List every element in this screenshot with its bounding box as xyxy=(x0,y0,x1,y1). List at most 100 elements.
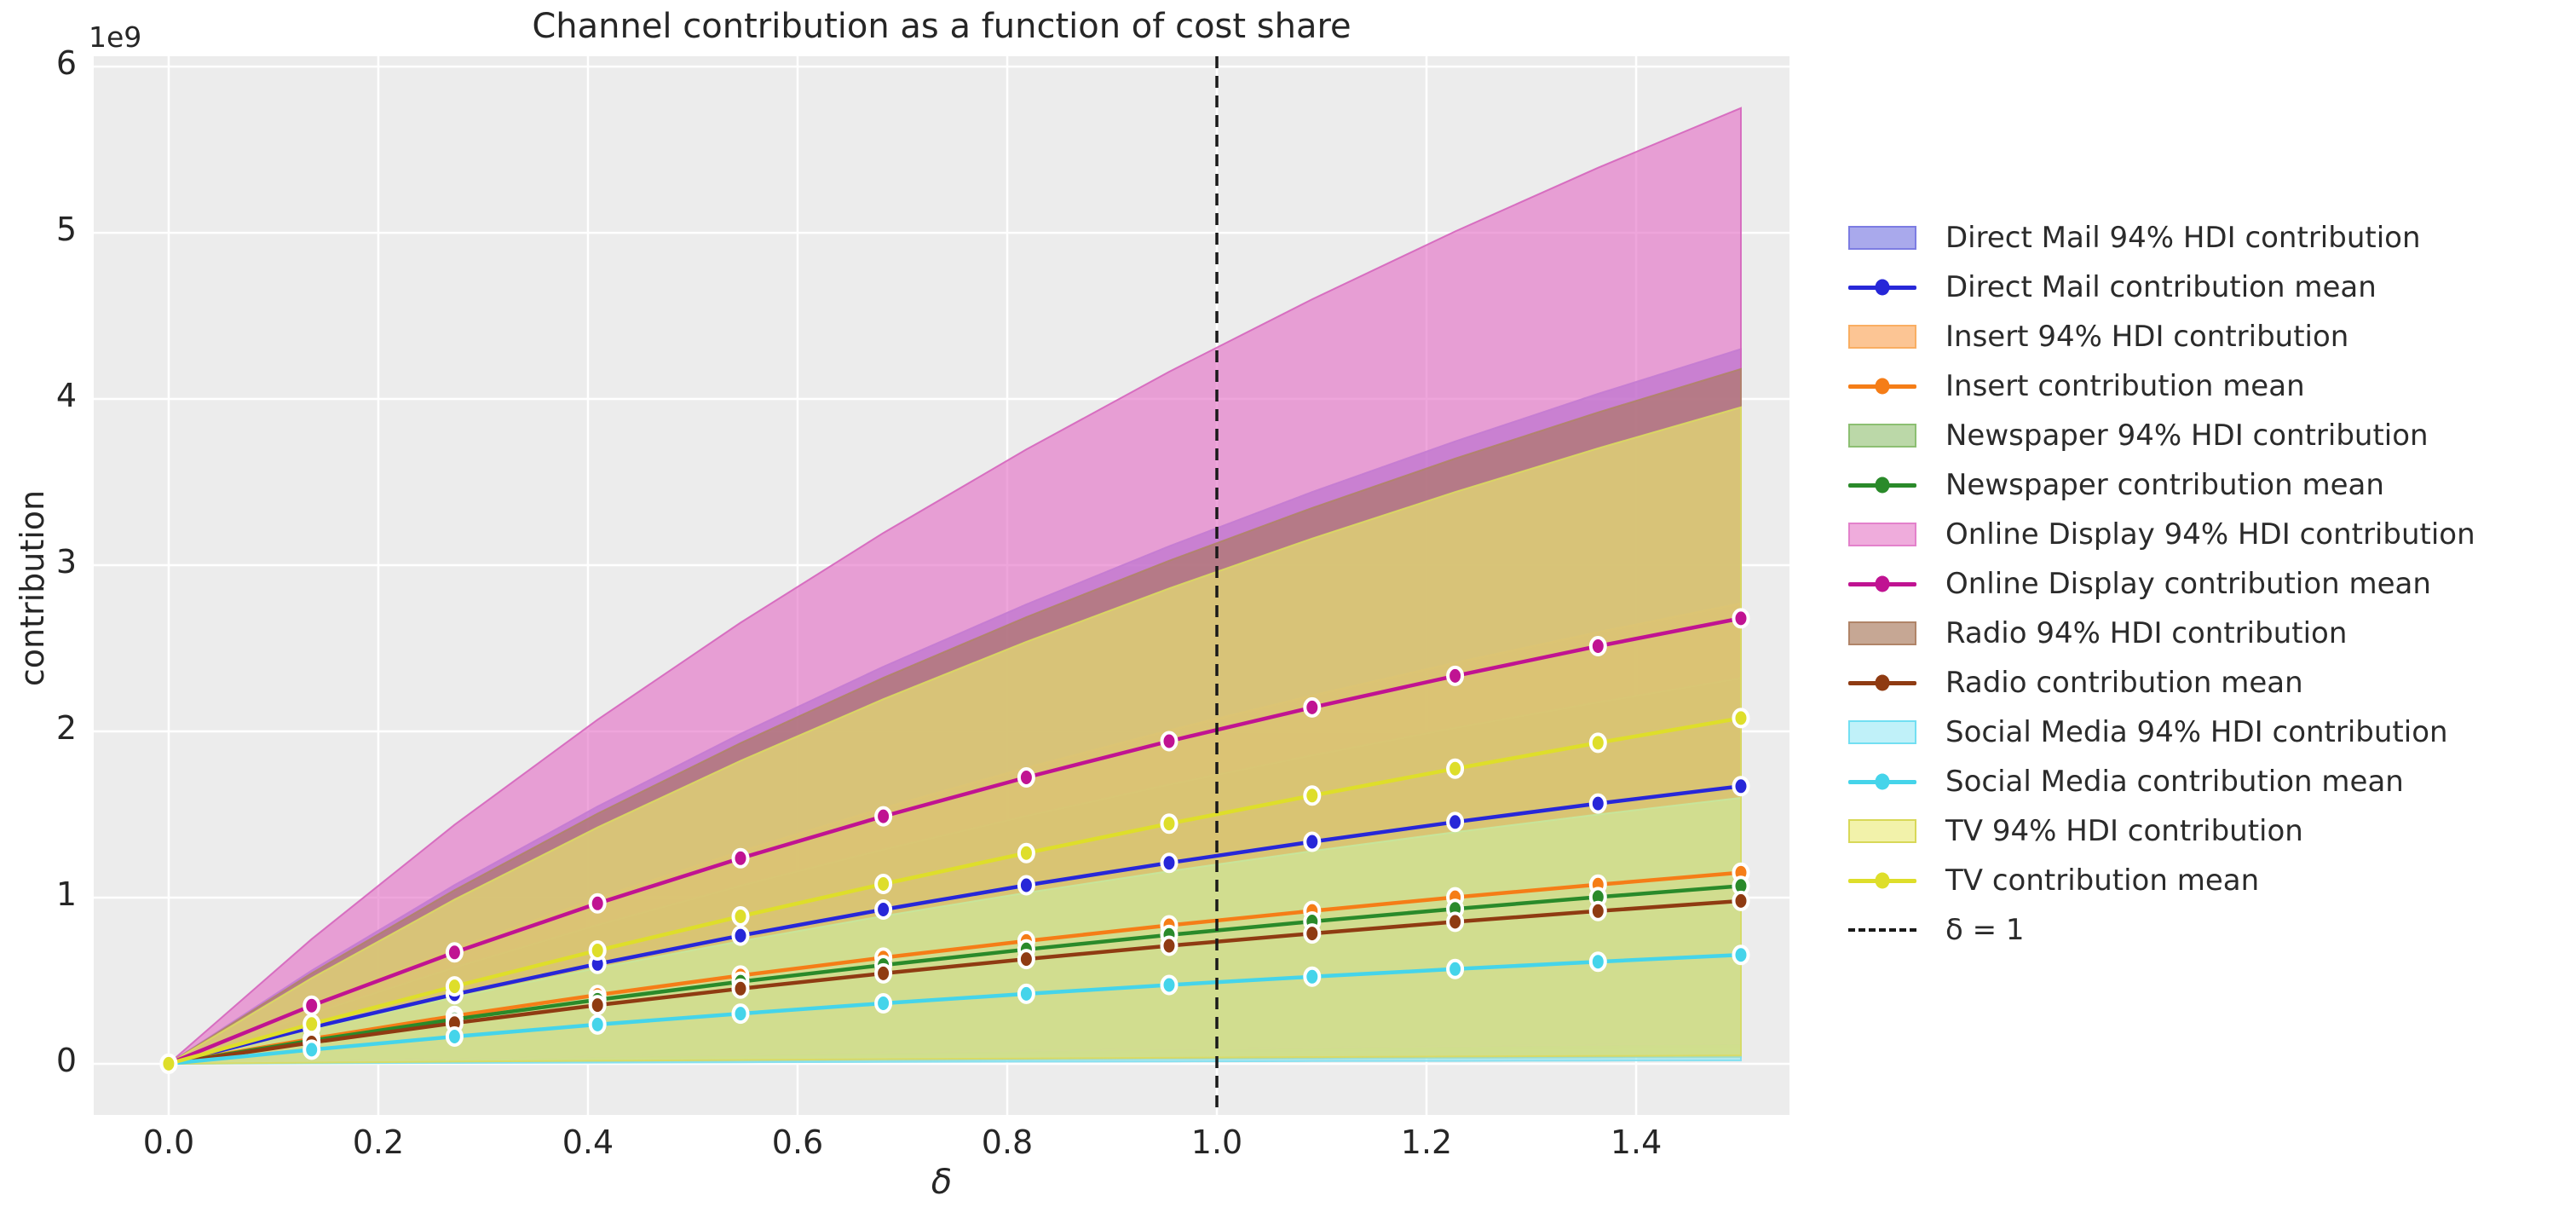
data-point-marker-direct-mail xyxy=(1160,852,1179,874)
x-tick-label: 0.2 xyxy=(352,1123,405,1161)
data-point-marker-online-display xyxy=(1732,608,1750,629)
legend-swatch-line xyxy=(1848,477,1916,494)
legend-item: Online Display 94% HDI contribution xyxy=(1848,510,2475,559)
y-tick-label: 1 xyxy=(55,875,77,913)
legend-item: TV 94% HDI contribution xyxy=(1848,806,2475,856)
legend-swatch-line xyxy=(1848,378,1916,395)
data-point-marker-direct-mail xyxy=(1017,875,1035,896)
data-point-marker-direct-mail xyxy=(1588,793,1607,814)
data-point-marker-online-display xyxy=(1017,767,1035,788)
legend-swatch-patch xyxy=(1848,819,1916,843)
data-point-marker-online-display xyxy=(731,847,750,869)
data-point-marker-social-media xyxy=(1303,966,1322,987)
data-point-marker-online-display xyxy=(1303,696,1322,718)
data-point-marker-radio xyxy=(731,978,750,999)
data-point-marker-social-media xyxy=(445,1026,464,1047)
y-axis-title: contribution xyxy=(14,489,51,687)
legend-label: δ = 1 xyxy=(1945,913,2025,947)
legend-item: Insert contribution mean xyxy=(1848,361,2475,411)
legend-swatch-line xyxy=(1848,872,1916,889)
legend-item: Direct Mail 94% HDI contribution xyxy=(1848,213,2475,263)
data-point-marker-tv xyxy=(1446,758,1465,779)
y-tick-label: 5 xyxy=(55,211,77,249)
data-point-marker-online-display xyxy=(874,806,893,827)
x-tick-label: 0.0 xyxy=(142,1123,195,1161)
legend-swatch-line xyxy=(1848,279,1916,296)
data-point-marker-online-display xyxy=(1160,731,1179,752)
legend-marker-dot xyxy=(1875,872,1890,889)
x-tick-label: 0.8 xyxy=(981,1123,1034,1161)
y-tick-label: 6 xyxy=(55,44,77,83)
legend-item: Direct Mail contribution mean xyxy=(1848,263,2475,312)
legend: Direct Mail 94% HDI contribution Direct M… xyxy=(1848,213,2475,955)
data-point-marker-tv xyxy=(1160,813,1179,835)
mean-line-social-media xyxy=(168,952,1742,1066)
x-tick-label: 1.4 xyxy=(1610,1123,1663,1161)
mean-line-radio xyxy=(168,898,1742,1066)
x-tick-label: 0.6 xyxy=(771,1123,824,1161)
data-point-marker-radio xyxy=(1446,911,1465,933)
legend-label: Direct Mail contribution mean xyxy=(1945,270,2377,304)
data-point-marker-tv xyxy=(731,906,750,927)
legend-item: Radio contribution mean xyxy=(1848,658,2475,708)
data-point-marker-social-media xyxy=(731,1003,750,1025)
legend-swatch-patch xyxy=(1848,523,1916,546)
legend-swatch-patch xyxy=(1848,621,1916,645)
data-point-marker-direct-mail xyxy=(731,925,750,946)
y-tick-label: 3 xyxy=(55,543,77,581)
legend-item: δ = 1 xyxy=(1848,905,2475,955)
legend-label: TV 94% HDI contribution xyxy=(1945,814,2303,848)
x-axis-title: δ xyxy=(931,1163,953,1202)
legend-item: TV contribution mean xyxy=(1848,856,2475,905)
mean-line-online-display xyxy=(168,616,1742,1066)
legend-swatch-line xyxy=(1848,773,1916,790)
legend-label: Online Display contribution mean xyxy=(1945,567,2431,601)
data-point-marker-social-media xyxy=(1017,983,1035,1004)
legend-label: Insert 94% HDI contribution xyxy=(1945,320,2349,354)
legend-item: Newspaper contribution mean xyxy=(1848,460,2475,510)
x-tick-label: 0.4 xyxy=(562,1123,614,1161)
data-point-marker-tv xyxy=(874,874,893,894)
data-point-marker-social-media xyxy=(303,1039,321,1060)
legend-swatch-line xyxy=(1848,575,1916,592)
mean-line-tv xyxy=(168,716,1742,1066)
legend-label: Newspaper 94% HDI contribution xyxy=(1945,419,2429,453)
data-point-marker-radio xyxy=(1588,900,1607,921)
data-point-marker-direct-mail xyxy=(1303,831,1322,852)
legend-label: Insert contribution mean xyxy=(1945,369,2305,403)
legend-marker-dot xyxy=(1875,477,1890,494)
data-point-marker-tv xyxy=(303,1014,321,1035)
y-tick-label: 4 xyxy=(55,377,77,415)
chart-title: Channel contribution as a function of co… xyxy=(532,7,1351,46)
legend-swatch-patch xyxy=(1848,226,1916,250)
legend-item: Radio 94% HDI contribution xyxy=(1848,609,2475,658)
data-point-marker-social-media xyxy=(1160,974,1179,996)
data-point-marker-tv xyxy=(159,1053,178,1074)
data-point-marker-online-display xyxy=(445,942,464,963)
data-point-marker-direct-mail xyxy=(874,899,893,920)
hdi-band-tv xyxy=(165,406,1742,1065)
data-point-marker-radio xyxy=(1732,890,1750,911)
data-point-marker-online-display xyxy=(303,995,321,1016)
axis-offset-label: 1e9 xyxy=(89,20,142,54)
mean-line-newspaper xyxy=(168,884,1742,1066)
data-point-marker-radio xyxy=(1160,935,1179,956)
data-point-marker-social-media xyxy=(874,993,893,1014)
data-point-marker-radio xyxy=(1303,923,1322,944)
legend-marker-dot xyxy=(1875,378,1890,395)
legend-swatch-dashed xyxy=(1848,928,1916,932)
legend-item: Newspaper 94% HDI contribution xyxy=(1848,411,2475,460)
data-point-marker-social-media xyxy=(588,1014,607,1035)
x-tick-label: 1.0 xyxy=(1190,1123,1243,1161)
legend-marker-dot xyxy=(1875,674,1890,691)
data-point-marker-radio xyxy=(1017,949,1035,970)
legend-marker-dot xyxy=(1875,575,1890,592)
legend-item: Social Media contribution mean xyxy=(1848,757,2475,806)
data-point-marker-online-display xyxy=(588,892,607,914)
y-tick-label: 2 xyxy=(55,708,77,747)
legend-marker-dot xyxy=(1875,773,1890,790)
data-point-marker-radio xyxy=(588,995,607,1016)
data-point-marker-tv xyxy=(445,976,464,997)
data-point-marker-tv xyxy=(1732,708,1750,729)
